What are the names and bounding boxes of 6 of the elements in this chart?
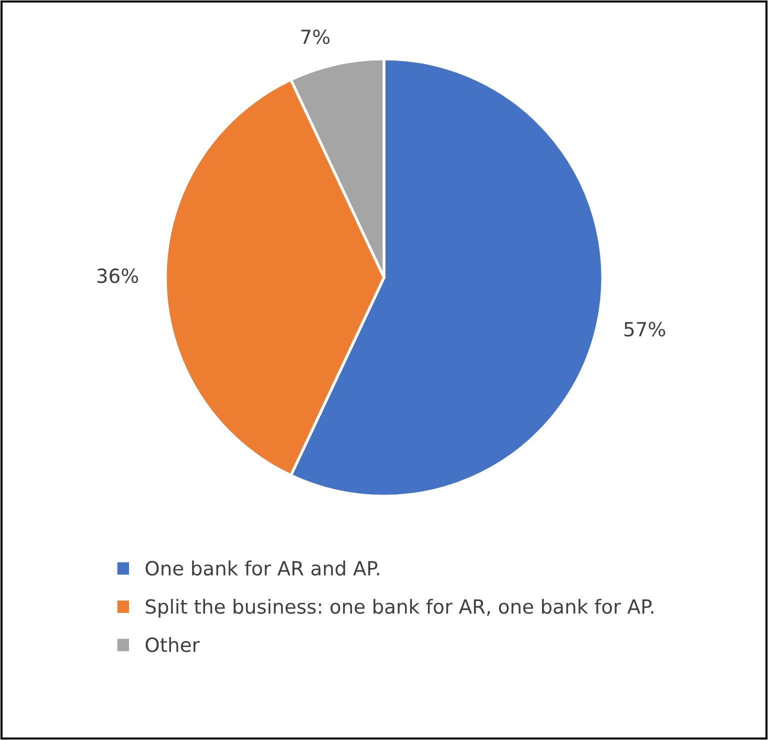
legend-label: Other	[146, 637, 200, 652]
data-label: 7%	[301, 29, 330, 44]
legend-label: Split the business: one bank for AR, one bank for AP.	[146, 598, 654, 618]
data-label: 57%	[624, 322, 666, 337]
legend-label: One bank for AR and AP.	[146, 560, 380, 576]
data-label: 36%	[97, 268, 138, 284]
